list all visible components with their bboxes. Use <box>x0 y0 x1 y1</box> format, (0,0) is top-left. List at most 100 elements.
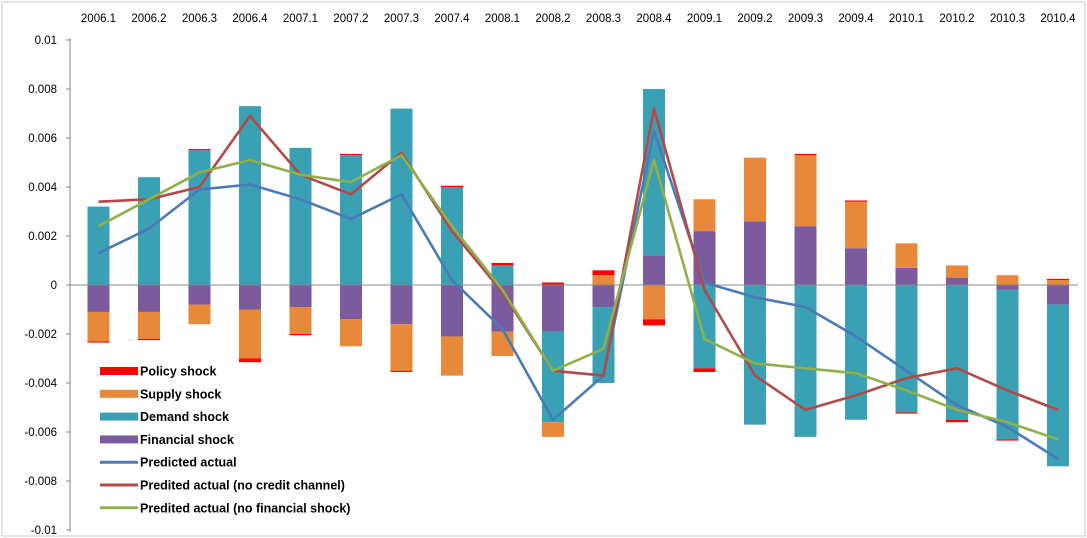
legend-swatch-supply-shock <box>100 389 138 398</box>
bar-policy-shock-2009.4 <box>845 200 867 202</box>
bar-supply-shock-2008.2 <box>542 422 564 437</box>
legend-swatch-demand-shock <box>100 412 138 421</box>
x-tick-label-2008.1: 2008.1 <box>485 13 520 25</box>
y-tick-label: 0.008 <box>28 84 57 96</box>
bar-demand-shock-2007.4 <box>441 187 463 285</box>
legend-label-predited-actual-no-credit-channel-: Predited actual (no credit channel) <box>140 479 345 493</box>
x-tick-label-2006.4: 2006.4 <box>232 13 268 25</box>
x-tick-label-2009.1: 2009.1 <box>687 13 722 25</box>
x-tick-label-2007.1: 2007.1 <box>283 13 318 25</box>
bar-demand-shock-2008.2 <box>542 331 564 423</box>
bar-financial-shock-2007.2 <box>340 285 362 320</box>
legend-label-predited-actual-no-financial-shock-: Predited actual (no financial shock) <box>140 501 350 515</box>
bar-supply-shock-2006.4 <box>239 309 261 359</box>
x-tick-label-2010.2: 2010.2 <box>939 13 974 25</box>
y-tick-label: 0.006 <box>28 133 57 145</box>
bar-supply-shock-2006.1 <box>87 311 110 342</box>
bar-demand-shock-2010.4 <box>1047 304 1069 467</box>
x-tick-label-2010.1: 2010.1 <box>889 13 924 25</box>
bar-supply-shock-2010.1 <box>895 243 918 268</box>
bar-policy-shock-2007.2 <box>340 153 362 156</box>
x-tick-label-2008.3: 2008.3 <box>586 13 621 25</box>
legend-label-supply-shock: Supply shock <box>140 387 221 401</box>
x-tick-label-2007.3: 2007.3 <box>384 13 419 25</box>
bar-policy-shock-2008.2 <box>542 282 564 285</box>
bar-financial-shock-2006.4 <box>239 285 261 310</box>
y-tick-label: -0.006 <box>24 427 57 439</box>
bar-financial-shock-2008.3 <box>592 285 615 308</box>
bar-policy-shock-2010.1 <box>895 412 918 414</box>
bar-demand-shock-2009.4 <box>845 285 867 420</box>
bar-financial-shock-2010.2 <box>946 277 968 285</box>
bar-demand-shock-2008.1 <box>491 265 514 285</box>
bar-demand-shock-2009.3 <box>794 285 817 437</box>
bar-policy-shock-2006.2 <box>138 338 160 341</box>
bar-demand-shock-2009.1 <box>693 285 716 369</box>
bar-policy-shock-2008.1 <box>491 262 514 266</box>
x-tick-label-2007.4: 2007.4 <box>434 13 470 25</box>
legend-label-demand-shock: Demand shock <box>140 410 229 424</box>
bar-supply-shock-2009.3 <box>794 155 817 227</box>
bar-financial-shock-2010.1 <box>895 267 918 285</box>
x-tick-label-2009.2: 2009.2 <box>737 13 772 25</box>
x-tick-label-2007.2: 2007.2 <box>333 13 368 25</box>
bar-policy-shock-2010.4 <box>1047 278 1069 281</box>
x-tick-label-2009.3: 2009.3 <box>788 13 823 25</box>
x-tick-label-2006.1: 2006.1 <box>81 13 116 25</box>
legend-label-policy-shock: Policy shock <box>140 365 216 379</box>
bar-demand-shock-2010.3 <box>996 289 1019 440</box>
y-tick-label: 0.004 <box>28 182 57 194</box>
bar-financial-shock-2007.3 <box>390 285 413 325</box>
bar-demand-shock-2010.2 <box>946 285 968 420</box>
y-tick-label: 0 <box>51 280 57 292</box>
bar-financial-shock-2010.3 <box>996 285 1019 290</box>
bar-supply-shock-2006.3 <box>188 304 211 325</box>
x-tick-label-2009.4: 2009.4 <box>838 13 874 25</box>
bar-policy-shock-2006.1 <box>87 341 110 343</box>
bar-policy-shock-2007.1 <box>289 334 312 336</box>
bar-demand-shock-2009.2 <box>744 285 766 425</box>
bar-demand-shock-2007.1 <box>289 147 312 285</box>
legend-label-financial-shock: Financial shock <box>140 433 234 447</box>
bar-supply-shock-2007.4 <box>441 336 463 376</box>
bar-financial-shock-2006.3 <box>188 285 211 305</box>
x-tick-label-2006.3: 2006.3 <box>182 13 217 25</box>
line-predited-actual-no-credit-channel- <box>98 107 1059 412</box>
bar-supply-shock-2010.4 <box>1047 280 1069 285</box>
bar-supply-shock-2008.4 <box>643 285 665 320</box>
line-predicted-actual <box>97 129 1059 461</box>
bar-supply-shock-2010.2 <box>946 265 968 278</box>
x-tick-label-2006.2: 2006.2 <box>131 13 166 25</box>
y-tick-label: -0.008 <box>24 476 57 488</box>
x-tick-label-2010.3: 2010.3 <box>990 13 1025 25</box>
legend-swatch-financial-shock <box>100 435 138 444</box>
y-tick-label: 0.01 <box>35 35 57 47</box>
bar-financial-shock-2006.1 <box>87 285 110 312</box>
bar-supply-shock-2006.2 <box>138 311 160 339</box>
bar-supply-shock-2009.4 <box>845 201 867 249</box>
y-tick-label: -0.002 <box>24 329 57 341</box>
bar-policy-shock-2009.3 <box>794 153 817 156</box>
bar-policy-shock-2006.3 <box>188 149 211 151</box>
x-tick-label-2010.4: 2010.4 <box>1040 13 1076 25</box>
x-axis-labels: 2006.1 2006.2 2006.3 2006.4 2007.1 2007.2 2007… <box>81 13 1076 25</box>
bar-policy-shock-2010.2 <box>946 419 968 423</box>
bar-supply-shock-2007.2 <box>340 319 362 347</box>
bar-demand-shock-2006.1 <box>87 206 110 285</box>
bar-demand-shock-2006.3 <box>188 150 211 285</box>
bar-financial-shock-2009.4 <box>845 248 867 285</box>
bars-group <box>87 89 1069 467</box>
bar-supply-shock-2010.3 <box>996 275 1019 285</box>
bar-policy-shock-2006.4 <box>239 358 261 363</box>
x-tick-label-2008.2: 2008.2 <box>535 13 570 25</box>
bar-policy-shock-2008.3 <box>592 270 615 276</box>
bar-financial-shock-2007.4 <box>441 285 463 337</box>
bar-policy-shock-2009.1 <box>693 368 716 372</box>
bar-policy-shock-2010.3 <box>996 439 1019 441</box>
bar-policy-shock-2008.4 <box>643 319 665 326</box>
bar-financial-shock-2007.1 <box>289 285 312 308</box>
